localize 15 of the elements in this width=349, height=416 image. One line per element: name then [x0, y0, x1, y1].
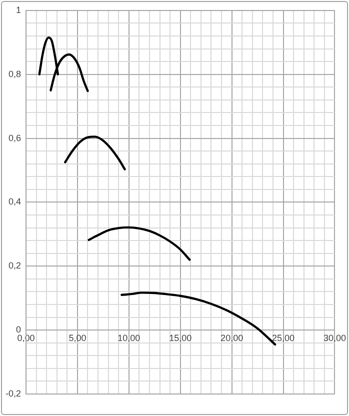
line-series — [64, 136, 126, 170]
x-tick-label: 20,00 — [220, 332, 244, 343]
y-tick-label: 0,2 — [8, 260, 21, 271]
y-tick-label: 1 — [16, 4, 21, 15]
y-tick-label: -0,2 — [5, 388, 21, 398]
x-tick-label: 30,00 — [323, 332, 346, 343]
y-tick-label: 0 — [16, 324, 21, 335]
y-tick-label: 0,4 — [8, 196, 21, 207]
y-tick-label: 0,8 — [8, 68, 21, 79]
y-tick-label: 0,6 — [8, 132, 21, 143]
x-tick-label: 5,00 — [68, 332, 86, 343]
x-tick-label: 25,00 — [272, 332, 295, 343]
x-tick-label: 15,00 — [169, 332, 192, 343]
line-series — [88, 226, 191, 261]
x-tick-label: 10,00 — [118, 332, 140, 343]
